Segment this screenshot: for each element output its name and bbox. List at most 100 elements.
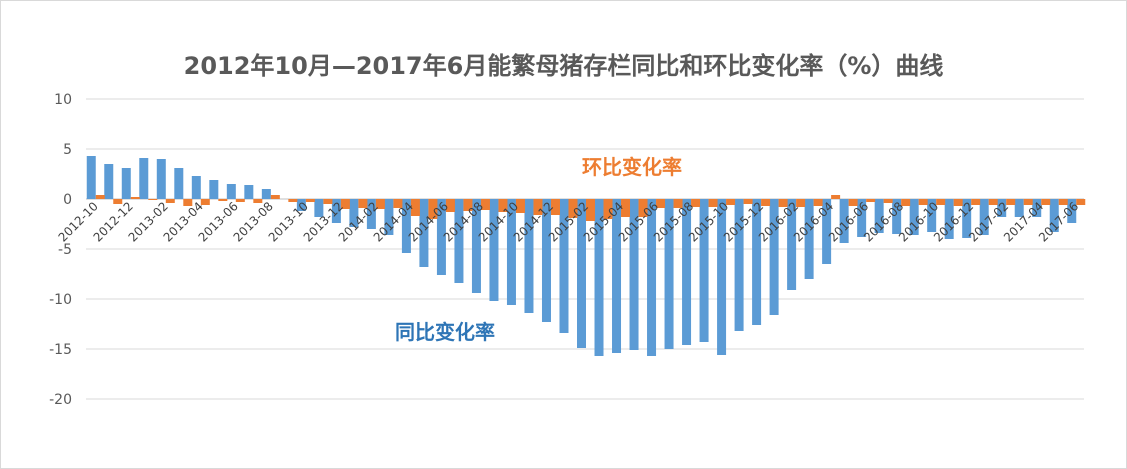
- bars: [86, 156, 1086, 356]
- yoy-bar: [209, 180, 219, 199]
- mom-bar: [638, 199, 648, 217]
- yoy-bar: [577, 199, 586, 348]
- yoy-bar: [1067, 199, 1077, 223]
- mom-bar: [340, 199, 350, 209]
- mom-bar: [358, 199, 368, 208]
- yoy-bar: [1049, 199, 1059, 232]
- yoy-bar: [682, 199, 692, 345]
- yoy-bar: [121, 168, 131, 199]
- mom-bar: [1006, 199, 1016, 205]
- yoy-bar: [191, 176, 201, 199]
- y-tick-label: -20: [49, 392, 72, 408]
- yoy-bar: [366, 199, 376, 229]
- yoy-bar: [769, 199, 779, 315]
- y-tick-label: -15: [49, 342, 72, 358]
- yoy-bar: [104, 164, 114, 199]
- yoy-bar: [86, 156, 96, 199]
- mom-bar: [848, 199, 858, 206]
- y-tick-label: 10: [54, 92, 72, 108]
- mom-bar: [761, 199, 771, 206]
- mom-bar: [218, 199, 228, 201]
- mom-bar: [673, 199, 683, 208]
- mom-bar: [901, 199, 911, 206]
- yoy-bar: [979, 199, 989, 235]
- y-axis: 10 5 0 -5 -10 -15 -20: [49, 92, 72, 408]
- yoy-bar: [454, 199, 464, 283]
- mom-bar: [708, 199, 718, 207]
- mom-bar: [270, 195, 280, 199]
- yoy-bar: [559, 199, 569, 333]
- yoy-bar: [997, 199, 1007, 217]
- mom-bar: [235, 199, 245, 202]
- yoy-bar: [296, 199, 306, 211]
- yoy-bar: [752, 199, 762, 325]
- mom-bar: [253, 199, 263, 203]
- mom-bar: [1076, 199, 1086, 205]
- yoy-bar: [612, 199, 622, 353]
- yoy-bar: [349, 199, 359, 227]
- yoy-bar: [436, 199, 446, 275]
- yoy-bar: [226, 184, 236, 199]
- yoy-bar: [314, 199, 324, 217]
- mom-bar: [323, 199, 333, 204]
- yoy-bar: [874, 199, 884, 233]
- y-tick-label: -10: [49, 292, 72, 308]
- yoy-bar: [804, 199, 814, 279]
- mom-bar: [796, 199, 806, 207]
- yoy-bar: [927, 199, 937, 232]
- yoy-bar: [401, 199, 411, 253]
- mom-bar: [953, 199, 963, 206]
- mom-bar: [288, 199, 298, 202]
- mom-bar: [463, 199, 473, 211]
- yoy-bar: [839, 199, 849, 243]
- yoy-bar: [717, 199, 727, 355]
- yoy-bar: [734, 199, 744, 331]
- mom-bar: [1041, 199, 1051, 205]
- yoy-bar: [244, 185, 254, 199]
- yoy-bar: [384, 199, 394, 235]
- yoy-bar: [857, 199, 867, 237]
- y-tick-label: 5: [63, 142, 72, 158]
- yoy-bar: [139, 158, 149, 199]
- yoy-bar: [787, 199, 797, 290]
- mom-bar: [743, 199, 753, 204]
- yoy-bar: [647, 199, 657, 356]
- yoy-bar: [156, 159, 166, 199]
- mom-bar: [165, 199, 175, 203]
- yoy-bar: [909, 199, 919, 235]
- mom-bar: [533, 199, 543, 215]
- yoy-bar: [261, 189, 271, 199]
- mom-bar: [813, 199, 823, 206]
- mom-bar: [183, 199, 193, 206]
- yoy-bar: [489, 199, 499, 301]
- y-tick-label: 0: [63, 192, 72, 208]
- chart-title: 2012年10月—2017年6月能繁母猪存栏同比和环比变化率（%）曲线: [183, 52, 944, 80]
- mom-bar: [1023, 199, 1033, 205]
- mom-bar: [550, 199, 560, 215]
- mom-bar: [428, 199, 438, 219]
- mom-bar: [480, 199, 490, 210]
- mom-bar: [988, 199, 998, 205]
- yoy-bar: [471, 199, 481, 293]
- mom-bar: [393, 199, 403, 208]
- mom-bar: [621, 199, 631, 217]
- mom-bar: [883, 199, 893, 203]
- mom-bar: [130, 197, 140, 199]
- yoy-bar: [419, 199, 429, 267]
- yoy-bar: [962, 199, 972, 238]
- yoy-annotation: 同比变化率: [395, 320, 495, 344]
- mom-bar: [95, 195, 105, 199]
- yoy-bar: [524, 199, 534, 313]
- yoy-bar: [944, 199, 954, 239]
- yoy-bar: [541, 199, 551, 322]
- yoy-bar: [699, 199, 709, 342]
- yoy-bar: [594, 199, 604, 356]
- mom-bar: [778, 199, 788, 207]
- mom-bar: [936, 199, 946, 205]
- mom-bar: [726, 199, 736, 205]
- yoy-bar: [174, 168, 184, 199]
- mom-bar: [305, 199, 315, 202]
- y-tick-label: -5: [58, 242, 72, 258]
- mom-bar: [831, 195, 841, 199]
